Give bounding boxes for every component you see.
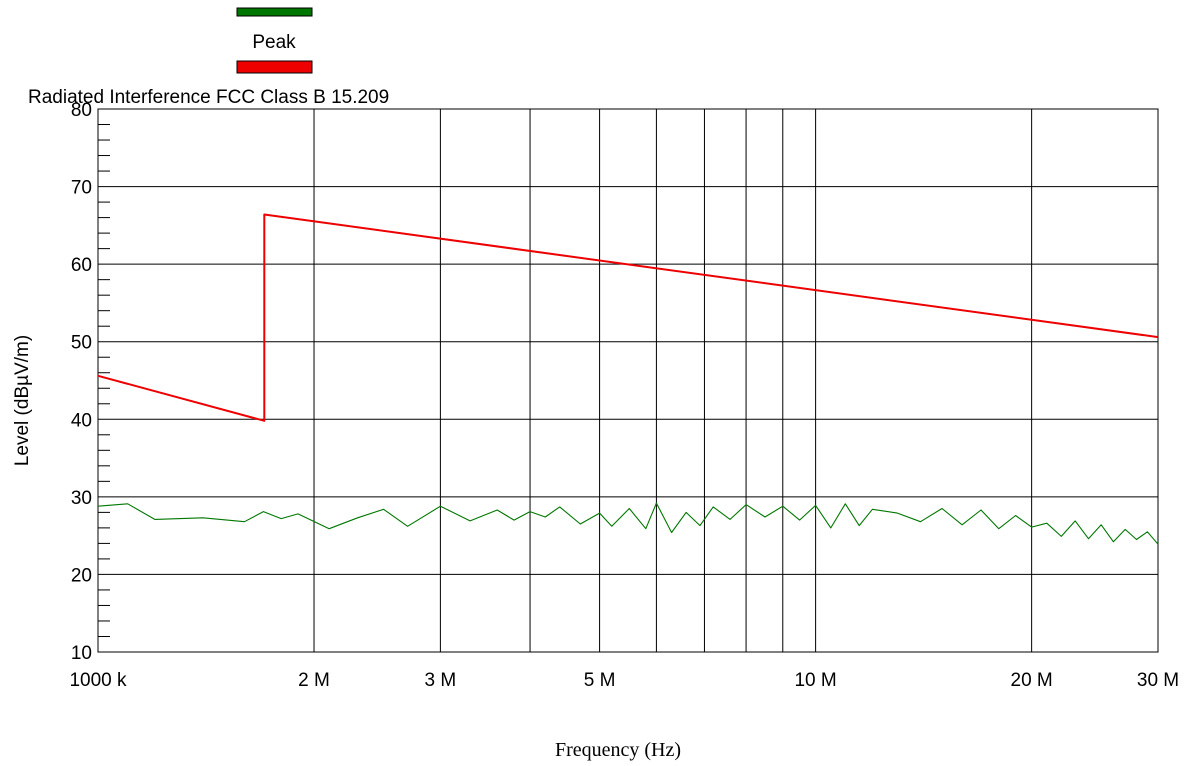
y-tick-label: 20 (71, 565, 92, 586)
grid-layer (98, 108, 1158, 653)
plot-frame (97, 108, 1159, 653)
y-tick-label: 10 (71, 643, 92, 664)
tick-layer (98, 124, 110, 637)
y-tick-label: 80 (71, 100, 92, 121)
x-tick-label: 10 M (794, 670, 836, 691)
x-tick-label: 1000 k (69, 670, 127, 691)
y-tick-label: 40 (71, 410, 92, 431)
x-tick-label: 30 M (1137, 670, 1179, 691)
x-tick-label: 5 M (584, 670, 616, 691)
legend-label-peak: Peak (252, 32, 296, 53)
legend-label-limit: Radiated Interference FCC Class B 15.209 (28, 87, 389, 108)
y-tick-label: 50 (71, 333, 92, 354)
x-tick-label: 2 M (298, 670, 330, 691)
y-tick-label: 70 (71, 178, 92, 199)
x-tick-label: 20 M (1011, 670, 1053, 691)
y-axis-title: Level (dBµV/m) (12, 335, 33, 466)
label-layer: 10 20 30 40 50 60 70 80 1000 k 2 M 3 M 5 M 10 M 20 M 3… (69, 100, 1179, 691)
legend: Peak Radiated Interference FCC Class B 1… (28, 7, 389, 108)
series-layer (97, 213, 1159, 545)
legend-swatch-limit (236, 60, 313, 74)
legend-swatch-peak (236, 7, 313, 17)
peak-line (97, 502, 1159, 545)
limit-line (97, 213, 1159, 422)
x-tick-label: 3 M (425, 670, 457, 691)
y-tick-label: 60 (71, 255, 92, 276)
y-tick-label: 30 (71, 488, 92, 509)
x-axis-title: Frequency (Hz) (555, 739, 681, 761)
